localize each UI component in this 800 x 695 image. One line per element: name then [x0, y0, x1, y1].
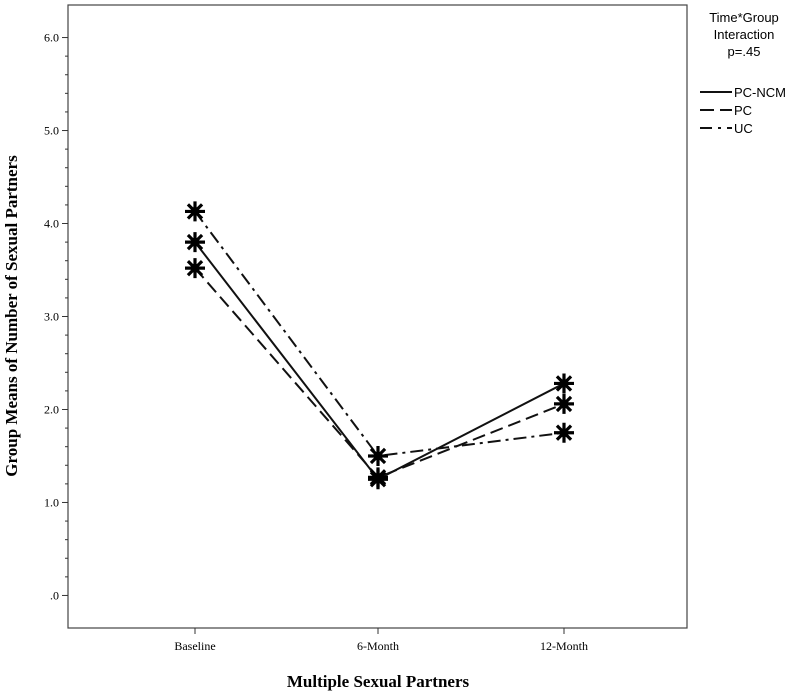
star-marker-center — [559, 378, 569, 388]
star-marker-center — [190, 263, 200, 273]
y-tick-label: 3.0 — [44, 310, 59, 324]
plot-area — [67, 4, 688, 629]
y-axis-title: Group Means of Number of Sexual Partners — [2, 155, 21, 477]
star-marker-center — [190, 206, 200, 216]
y-tick-label: 2.0 — [44, 402, 59, 416]
star-marker-center — [559, 399, 569, 409]
legend-label: PC — [734, 103, 752, 118]
legend-label: PC-NCM — [734, 85, 786, 100]
star-marker-center — [373, 472, 383, 482]
star-marker-center — [373, 451, 383, 461]
y-tick-label: 4.0 — [44, 217, 59, 231]
legend-title-line: p=.45 — [728, 44, 761, 59]
x-tick-label: 6-Month — [357, 639, 399, 653]
series-markers — [185, 201, 574, 490]
legend-label: UC — [734, 121, 753, 136]
x-axis: Baseline 6-Month 12-Month — [174, 628, 588, 653]
legend-title-line: Interaction — [714, 27, 775, 42]
star-marker-center — [559, 428, 569, 438]
legend: Time*Group Interaction p=.45 PC-NCM PC UC — [700, 10, 786, 136]
x-axis-title: Multiple Sexual Partners — [287, 672, 470, 691]
x-tick-label: 12-Month — [540, 639, 588, 653]
y-tick-label: 6.0 — [44, 31, 59, 45]
y-tick-label: 1.0 — [44, 495, 59, 509]
y-axis: .0 1.0 2.0 3.0 4.0 5.0 6.0 — [44, 31, 68, 602]
star-marker-center — [190, 237, 200, 247]
y-tick-label: .0 — [50, 588, 59, 602]
legend-title-line: Time*Group — [709, 10, 779, 25]
y-tick-label: 5.0 — [44, 124, 59, 138]
x-tick-label: Baseline — [174, 639, 215, 653]
